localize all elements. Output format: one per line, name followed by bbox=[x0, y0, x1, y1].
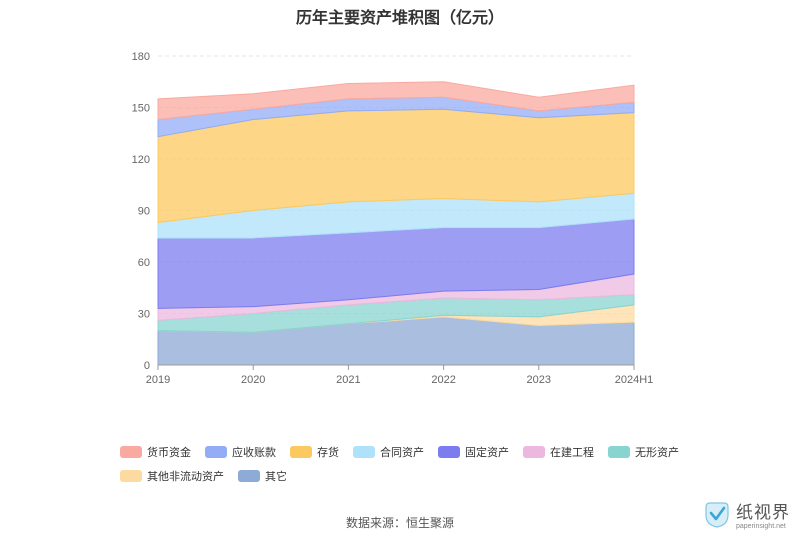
axes: 0 30 60 90 120 150 180 2019 2020 2021 2022 2023 2024… bbox=[132, 51, 654, 386]
area-series bbox=[157, 81, 635, 366]
legend-item[interactable]: 固定资产 bbox=[438, 444, 509, 460]
legend-row-2: 其他非流动资产 其它 bbox=[120, 468, 700, 484]
y-tick-label: 150 bbox=[132, 103, 150, 115]
legend-item[interactable]: 合同资产 bbox=[353, 444, 424, 460]
legend-label: 存货 bbox=[317, 447, 339, 459]
x-tick-label: 2024H1 bbox=[615, 374, 654, 386]
legend-label: 货币资金 bbox=[147, 447, 191, 459]
legend-label: 其它 bbox=[265, 471, 287, 483]
watermark-logo: 纸视界 paperinsight.net bbox=[702, 498, 790, 530]
legend-item[interactable]: 无形资产 bbox=[608, 444, 679, 460]
legend-swatch bbox=[120, 446, 142, 458]
logo-icon bbox=[705, 502, 729, 528]
legend-item[interactable]: 存货 bbox=[290, 444, 339, 460]
x-tick-label: 2020 bbox=[241, 374, 265, 386]
chart-title: 历年主要资产堆积图（亿元） bbox=[295, 10, 504, 27]
legend-label: 无形资产 bbox=[635, 447, 679, 459]
legend: 货币资金 应收账款 存货 合同资产 固定资产 在建工程 无形资产 其他非流动资产 其它 bbox=[120, 444, 700, 492]
y-tick-label: 180 bbox=[132, 51, 150, 63]
area-series-8 bbox=[157, 81, 635, 121]
legend-row-1: 货币资金 应收账款 存货 合同资产 固定资产 在建工程 无形资产 bbox=[120, 444, 700, 460]
x-tick-label: 2023 bbox=[527, 374, 551, 386]
legend-swatch bbox=[238, 470, 260, 482]
legend-item[interactable]: 应收账款 bbox=[205, 444, 276, 460]
legend-label: 应收账款 bbox=[232, 447, 276, 459]
legend-item[interactable]: 在建工程 bbox=[523, 444, 594, 460]
x-tick-label: 2022 bbox=[431, 374, 455, 386]
y-tick-label: 30 bbox=[138, 309, 150, 321]
data-source: 数据来源：恒生聚源 bbox=[345, 516, 454, 530]
legend-label: 在建工程 bbox=[550, 447, 594, 459]
x-tick-label: 2021 bbox=[336, 374, 360, 386]
y-tick-label: 90 bbox=[138, 206, 150, 218]
legend-swatch bbox=[120, 470, 142, 482]
watermark-url: paperinsight.net bbox=[736, 523, 786, 530]
legend-swatch bbox=[205, 446, 227, 458]
legend-item[interactable]: 其它 bbox=[238, 468, 287, 484]
y-tick-label: 120 bbox=[132, 154, 150, 166]
y-tick-label: 0 bbox=[144, 360, 150, 372]
legend-swatch bbox=[608, 446, 630, 458]
legend-label: 合同资产 bbox=[380, 447, 424, 459]
legend-item[interactable]: 其他非流动资产 bbox=[120, 468, 224, 484]
legend-swatch bbox=[523, 446, 545, 458]
legend-label: 其他非流动资产 bbox=[147, 471, 224, 483]
legend-swatch bbox=[353, 446, 375, 458]
legend-swatch bbox=[290, 446, 312, 458]
x-tick-label: 2019 bbox=[146, 374, 170, 386]
legend-label: 固定资产 bbox=[465, 447, 509, 459]
stacked-area-chart: 0 30 60 90 120 150 180 2019 2020 2021 2022 2023 2024… bbox=[132, 51, 654, 386]
legend-swatch bbox=[438, 446, 460, 458]
legend-item[interactable]: 货币资金 bbox=[120, 444, 191, 460]
watermark-text: 纸视界 bbox=[736, 503, 790, 523]
y-tick-label: 60 bbox=[138, 257, 150, 269]
